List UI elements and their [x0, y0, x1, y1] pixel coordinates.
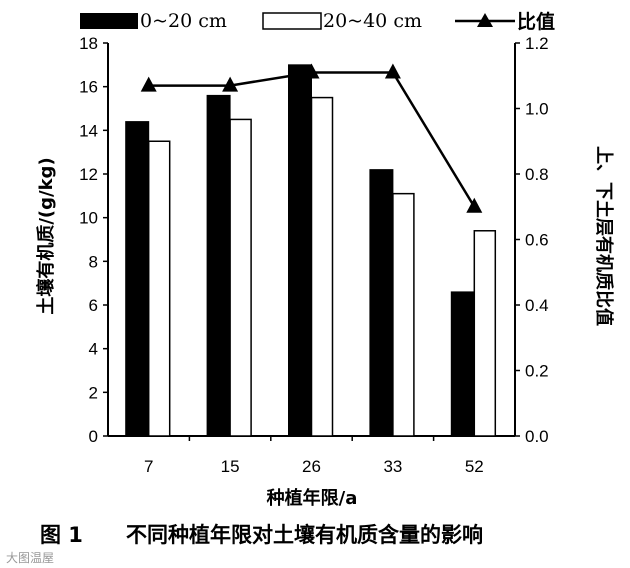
y2-tick-label: 0.8	[525, 165, 549, 184]
y2-tick-label: 0.6	[525, 231, 549, 250]
y-tick-label: 6	[89, 296, 98, 315]
bar-series-1	[288, 64, 312, 437]
caption-label: 图 1	[40, 523, 83, 547]
legend-label-series-3: 比值	[517, 10, 555, 33]
bar-series-1	[206, 94, 231, 437]
y-tick-label: 16	[79, 78, 98, 97]
point-series-3	[384, 63, 401, 79]
bar-series-2	[229, 118, 252, 437]
y-tick-label: 12	[79, 165, 98, 184]
bar-series-1	[369, 169, 394, 437]
y2-tick-label: 0.2	[525, 362, 549, 381]
y2-tick-label: 0.4	[525, 296, 549, 315]
y2-tick-label: 1.2	[525, 34, 549, 53]
y2-tick-label: 1.0	[525, 100, 549, 119]
legend-swatch-series-2	[262, 12, 322, 30]
y-tick-label: 8	[89, 252, 98, 271]
x-axis-title: 种植年限/a	[266, 487, 358, 509]
legend: 0~20 cm 20~40 cm 比值	[80, 10, 555, 33]
y-tick-label: 14	[79, 121, 98, 140]
x-tick-label: 26	[302, 457, 321, 476]
legend-label-series-2: 20~40 cm	[323, 10, 422, 32]
bar-series-1	[450, 291, 475, 437]
y2-axis-title: 上、下土层有机质比值	[593, 146, 615, 326]
point-series-3	[466, 197, 483, 213]
point-series-3	[222, 76, 239, 92]
y-tick-label: 0	[89, 427, 98, 446]
legend-label-series-1: 0~20 cm	[140, 10, 227, 32]
point-series-3	[303, 63, 320, 79]
y-tick-label: 2	[89, 383, 98, 402]
y-tick-label: 18	[79, 34, 98, 53]
y-tick-label: 4	[89, 340, 98, 359]
bar-series-2	[473, 230, 497, 437]
x-tick-label: 15	[221, 457, 240, 476]
watermark-text: 大图温屋	[6, 551, 54, 565]
y-axis-title: 土壤有机质/(g/kg)	[35, 157, 57, 314]
plot-area: 0 2 4 6 8 10 12 14 16 18 0.0 0.2 0.4 0.6 0.8 1.0 1.2 7 15 2…	[79, 34, 549, 476]
y2-tick-label: 0.0	[525, 427, 549, 446]
point-series-3	[140, 76, 157, 92]
bar-series-1	[125, 121, 150, 437]
legend-swatch-series-1	[80, 13, 138, 29]
x-tick-label: 52	[465, 457, 484, 476]
x-tick-label: 33	[383, 457, 402, 476]
bar-series-2	[392, 192, 415, 437]
bar-series-2	[310, 96, 334, 437]
bar-series-2	[147, 140, 171, 437]
caption-text: 不同种植年限对土壤有机质含量的影响	[126, 523, 483, 547]
x-tick-label: 7	[144, 457, 153, 476]
legend-marker-series-3	[477, 13, 493, 27]
y-tick-label: 10	[79, 209, 98, 228]
